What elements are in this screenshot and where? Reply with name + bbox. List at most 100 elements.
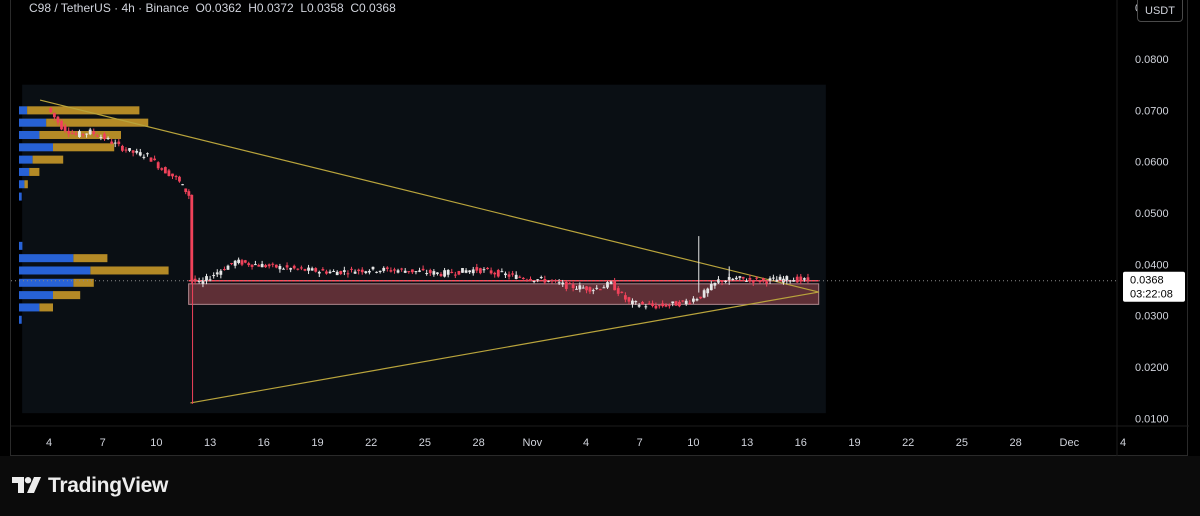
candle-up bbox=[219, 270, 223, 275]
low-value: L0.0358 bbox=[300, 1, 344, 15]
tradingview-icon bbox=[12, 477, 41, 493]
candle-up bbox=[788, 280, 792, 282]
candle-up bbox=[792, 280, 796, 282]
descending-trendline[interactable] bbox=[39, 99, 819, 293]
volume-profile-bar-blue bbox=[19, 143, 53, 152]
candle-down bbox=[667, 305, 671, 307]
candle-down bbox=[748, 278, 752, 280]
candle-down bbox=[92, 131, 96, 135]
tradingview-logo[interactable]: TradingView bbox=[12, 474, 168, 498]
candle-up bbox=[436, 272, 439, 274]
x-axis-tick-label: 19 bbox=[848, 437, 860, 449]
candle-up bbox=[471, 269, 475, 274]
candle-down bbox=[271, 263, 275, 265]
x-axis-tick-label: 16 bbox=[795, 437, 807, 449]
candle-down bbox=[400, 268, 404, 270]
x-axis-tick-label: 28 bbox=[1009, 437, 1021, 449]
volume-profile-bar-blue bbox=[19, 303, 40, 312]
x-axis-tick-label: 13 bbox=[741, 437, 753, 449]
candle-down bbox=[325, 271, 328, 274]
volume-profile-bar-gold bbox=[90, 266, 169, 275]
candle-down bbox=[623, 295, 627, 300]
candle-down bbox=[389, 270, 393, 272]
candle-down bbox=[299, 267, 303, 269]
candle-down bbox=[616, 288, 620, 294]
x-axis-tick-label: 22 bbox=[365, 437, 377, 449]
candle-down bbox=[511, 273, 515, 275]
candle-down bbox=[699, 296, 702, 299]
candle-up bbox=[644, 306, 648, 308]
candle-up bbox=[443, 270, 446, 277]
candle-up bbox=[557, 282, 561, 284]
candle-up bbox=[581, 287, 585, 289]
candle-up bbox=[282, 268, 285, 270]
candle-up bbox=[278, 266, 282, 270]
candle-up bbox=[371, 266, 375, 270]
candle-down bbox=[103, 133, 106, 140]
x-axis-tick-label: Nov bbox=[523, 437, 543, 449]
volume-profile-bar-blue bbox=[19, 291, 53, 300]
candle-up bbox=[375, 271, 378, 273]
price-chart[interactable]: 0.09000.08000.07000.06000.05000.04000.03… bbox=[11, 0, 1189, 456]
candle-down bbox=[507, 274, 511, 277]
volume-profile-bar-gold bbox=[29, 167, 40, 176]
consolidation-range-box[interactable] bbox=[188, 283, 820, 305]
candle-down bbox=[525, 279, 529, 281]
candle-up bbox=[212, 275, 216, 277]
volume-profile-bar-blue bbox=[19, 241, 23, 250]
candle-down bbox=[758, 280, 762, 283]
currency-button[interactable]: USDT bbox=[1137, 0, 1183, 22]
candle-up bbox=[713, 282, 717, 286]
candle-down bbox=[187, 191, 191, 196]
candle-down bbox=[521, 277, 525, 280]
candle-down bbox=[598, 289, 602, 291]
candle-down bbox=[613, 280, 617, 291]
candle-down bbox=[761, 278, 765, 281]
candle-up bbox=[205, 276, 208, 282]
candle-up bbox=[432, 271, 436, 275]
candle-up bbox=[138, 152, 142, 156]
chart-area[interactable]: 0.09000.08000.07000.06000.05000.04000.03… bbox=[10, 0, 1189, 456]
candle-down bbox=[720, 280, 724, 283]
candle-down bbox=[171, 173, 174, 177]
candle-up bbox=[215, 272, 219, 275]
candle-up bbox=[771, 277, 775, 279]
volume-profile-bar-blue bbox=[19, 130, 40, 139]
x-axis-tick-label: 28 bbox=[472, 437, 484, 449]
candle-up bbox=[731, 278, 735, 281]
candle-down bbox=[518, 276, 522, 278]
candle-down bbox=[478, 268, 482, 274]
y-axis-tick-label: 0.0100 bbox=[1135, 413, 1169, 425]
candle-up bbox=[332, 271, 336, 273]
candle-down bbox=[267, 264, 271, 267]
volume-profile-bar-gold bbox=[53, 143, 115, 152]
x-axis-tick-label: 4 bbox=[1120, 437, 1126, 449]
candle-down bbox=[475, 267, 479, 271]
candle-down bbox=[457, 270, 461, 275]
candle-up bbox=[353, 271, 357, 274]
candle-up bbox=[637, 305, 641, 307]
candle-up bbox=[414, 271, 418, 273]
y-axis-tick-label: 0.0700 bbox=[1135, 105, 1169, 117]
candle-up bbox=[181, 184, 184, 186]
candle-up bbox=[382, 267, 386, 271]
symbol-label[interactable]: C98 / TetherUS · 4h · Binance bbox=[29, 1, 189, 15]
y-axis-tick-label: 0.0200 bbox=[1135, 362, 1169, 374]
symbol-legend: C98 / TetherUS · 4h · Binance O0.0362 H0… bbox=[29, 1, 396, 15]
x-axis-tick-label: 13 bbox=[204, 437, 216, 449]
y-axis-tick-label: 0.0800 bbox=[1135, 54, 1169, 66]
candle-down bbox=[131, 150, 135, 153]
x-axis-tick-label: 4 bbox=[46, 437, 52, 449]
candle-down bbox=[49, 107, 53, 113]
candle-down bbox=[167, 170, 171, 177]
candle-down bbox=[153, 158, 157, 161]
candle-down bbox=[247, 263, 251, 266]
candle-up bbox=[802, 278, 806, 280]
candle-down bbox=[174, 176, 178, 178]
candle-up bbox=[446, 269, 450, 275]
candle-down bbox=[296, 268, 300, 270]
candle-down bbox=[81, 133, 85, 135]
last-price-tag[interactable] bbox=[1123, 271, 1185, 302]
ascending-trendline[interactable] bbox=[190, 291, 819, 404]
candle-up bbox=[536, 279, 540, 281]
